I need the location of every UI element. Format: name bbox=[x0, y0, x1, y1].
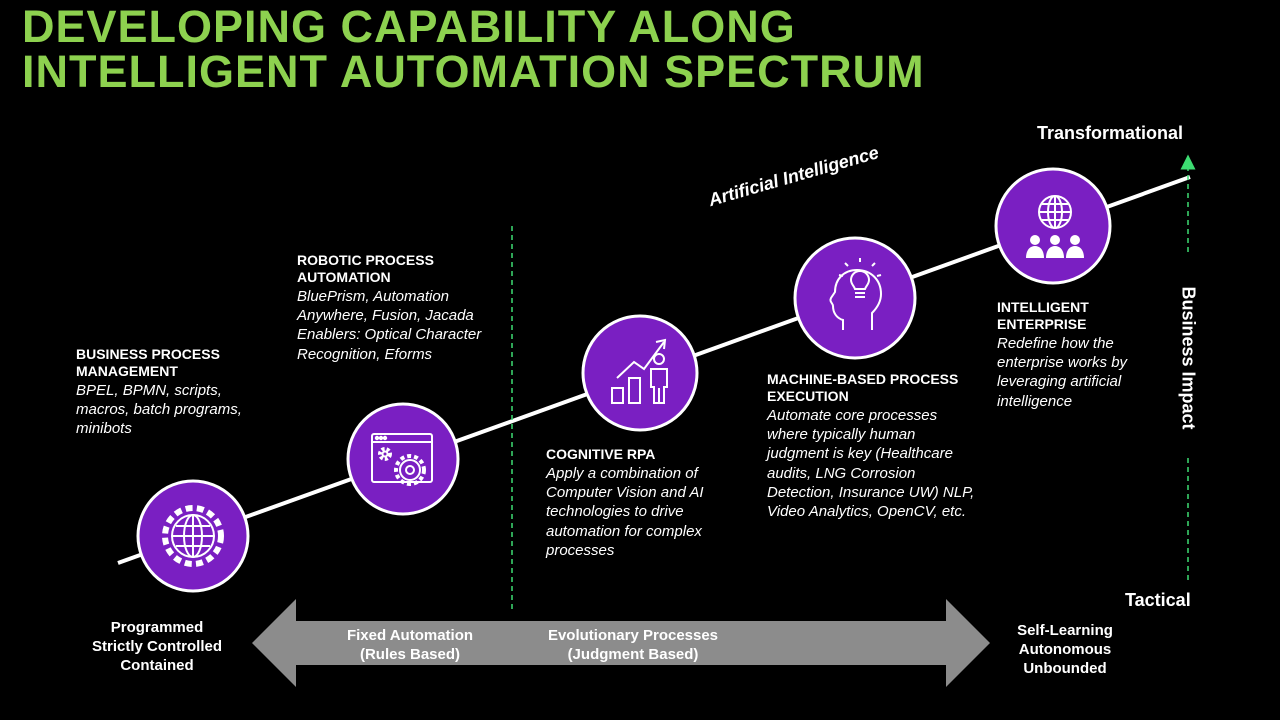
stage-1-description: BPEL, BPMN, scripts, macros, batch progr… bbox=[76, 382, 242, 438]
stage-4-text: MACHINE-BASED PROCESS EXECUTION Automate… bbox=[767, 371, 977, 521]
left-label-line: Programmed bbox=[110, 619, 204, 636]
stage-1-heading: BUSINESS PROCESS MANAGEMENT bbox=[76, 346, 220, 379]
title-line-1: DEVELOPING CAPABILITY ALONG bbox=[22, 1, 796, 52]
spectrum-double-arrow bbox=[252, 599, 990, 687]
globe-people-icon bbox=[1038, 195, 1072, 229]
business-impact-label: Business Impact bbox=[1178, 286, 1199, 430]
right-label-line: Unbounded bbox=[1023, 660, 1107, 677]
stage-1-circle bbox=[136, 479, 250, 593]
arrow-label-line: (Rules Based) bbox=[359, 646, 461, 663]
arrow-label-line: Evolutionary Processes bbox=[547, 627, 719, 644]
left-label-line: Strictly Controlled bbox=[91, 638, 222, 655]
stage-3-circle bbox=[581, 314, 699, 432]
left-label-line: Contained bbox=[120, 657, 194, 674]
arrow-label-line: Fixed Automation bbox=[346, 627, 474, 644]
left-spectrum-label: Programmed Strictly Controlled Contained bbox=[72, 618, 242, 675]
globe-gear-icon bbox=[162, 505, 224, 567]
fixed-automation-label: Fixed Automation (Rules Based) bbox=[320, 626, 500, 664]
title-line-2: INTELLIGENT AUTOMATION SPECTRUM bbox=[22, 46, 925, 97]
stage-5-text: INTELLIGENT ENTERPRISE Redefine how the … bbox=[997, 299, 1157, 411]
head-lightbulb-icon bbox=[829, 258, 883, 330]
stage-2-heading: ROBOTIC PROCESS AUTOMATION bbox=[297, 252, 434, 285]
page-title: DEVELOPING CAPABILITY ALONG INTELLIGENT … bbox=[22, 4, 925, 94]
stage-3-description: Apply a combination of Computer Vision a… bbox=[546, 465, 704, 559]
axis-top-label: Transformational bbox=[1037, 123, 1184, 143]
evolutionary-processes-label: Evolutionary Processes (Judgment Based) bbox=[523, 626, 743, 664]
stage-3-heading: COGNITIVE RPA bbox=[546, 446, 656, 462]
stage-4-heading: MACHINE-BASED PROCESS EXECUTION bbox=[767, 371, 959, 404]
browser-gears-icon bbox=[371, 433, 433, 486]
stage-5-heading: INTELLIGENT ENTERPRISE bbox=[997, 299, 1089, 332]
stage-3-text: COGNITIVE RPA Apply a combination of Com… bbox=[546, 446, 742, 560]
right-spectrum-label: Self-Learning Autonomous Unbounded bbox=[995, 621, 1135, 678]
stage-4-circle bbox=[793, 236, 917, 360]
stage-2-description: BluePrism, Automation Anywhere, Fusion, … bbox=[297, 288, 482, 363]
right-label-line: Self-Learning bbox=[1017, 622, 1113, 639]
stage-1-text: BUSINESS PROCESS MANAGEMENT BPEL, BPMN, … bbox=[76, 346, 246, 439]
stage-5-circle bbox=[994, 167, 1112, 285]
axis-bottom-label: Tactical bbox=[1125, 590, 1191, 610]
stage-4-description: Automate core processes where typically … bbox=[767, 407, 975, 521]
stage-2-circle bbox=[346, 402, 460, 516]
people-icon bbox=[1026, 235, 1084, 258]
right-label-line: Autonomous bbox=[1018, 641, 1112, 658]
stage-2-text: ROBOTIC PROCESS AUTOMATION BluePrism, Au… bbox=[297, 252, 512, 364]
stage-5-description: Redefine how the enterprise works by lev… bbox=[997, 335, 1128, 410]
arrow-label-line: (Judgment Based) bbox=[567, 646, 699, 663]
growth-chart-person-icon bbox=[611, 338, 668, 404]
